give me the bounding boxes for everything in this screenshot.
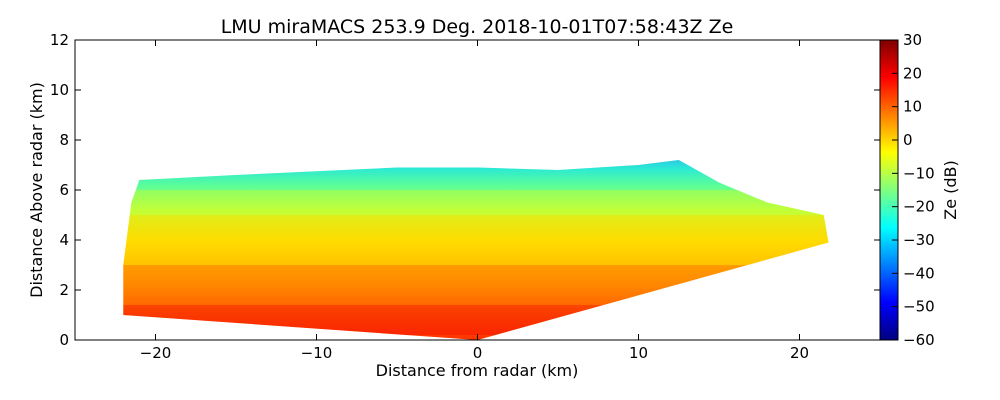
colorbar-tick-label: 10	[903, 98, 922, 116]
y-axis-label: Distance Above radar (km)	[27, 82, 46, 298]
colorbar-tick-label: 20	[903, 64, 922, 82]
y-tick-label: 2	[59, 281, 69, 299]
colorbar-tick-label: −20	[903, 198, 935, 216]
x-tick-label: −10	[301, 344, 333, 362]
echo-layer-upper	[123, 190, 829, 215]
y-tick-label: 8	[59, 131, 69, 149]
y-tick-label: 0	[59, 331, 69, 349]
x-tick-label: 20	[790, 344, 809, 362]
y-tick-label: 10	[50, 81, 69, 99]
colorbar-tick-label: −40	[903, 264, 935, 282]
colorbar-tick-label: −50	[903, 298, 935, 316]
y-tick-label: 4	[59, 231, 69, 249]
echo-outline	[123, 160, 829, 340]
y-tick-label: 12	[50, 31, 69, 49]
colorbar-tick-label: −60	[903, 331, 935, 349]
x-axis: −20 −10 0 10 20	[140, 40, 809, 362]
x-tick-label: 0	[473, 344, 483, 362]
colorbar-tick-label: −30	[903, 231, 935, 249]
colorbar	[879, 39, 899, 341]
chart-title: LMU miraMACS 253.9 Deg. 2018-10-01T07:58…	[221, 16, 734, 38]
colorbar-label: Ze (dB)	[941, 160, 960, 220]
x-tick-label: −20	[140, 344, 172, 362]
colorbar-tick-label: −10	[903, 164, 935, 182]
colorbar-tick-label: 0	[903, 131, 913, 149]
colorbar-axis: 30 20 10 0 −10 −20 −30 −40 −50 −60	[892, 31, 935, 349]
colorbar-tick-label: 30	[903, 31, 922, 49]
x-axis-label: Distance from radar (km)	[376, 361, 579, 380]
echo-layer-middle	[123, 215, 829, 265]
y-axis: 0 2 4 6 8 10 12	[50, 31, 880, 349]
x-tick-label: 10	[629, 344, 648, 362]
y-tick-label: 6	[59, 181, 69, 199]
